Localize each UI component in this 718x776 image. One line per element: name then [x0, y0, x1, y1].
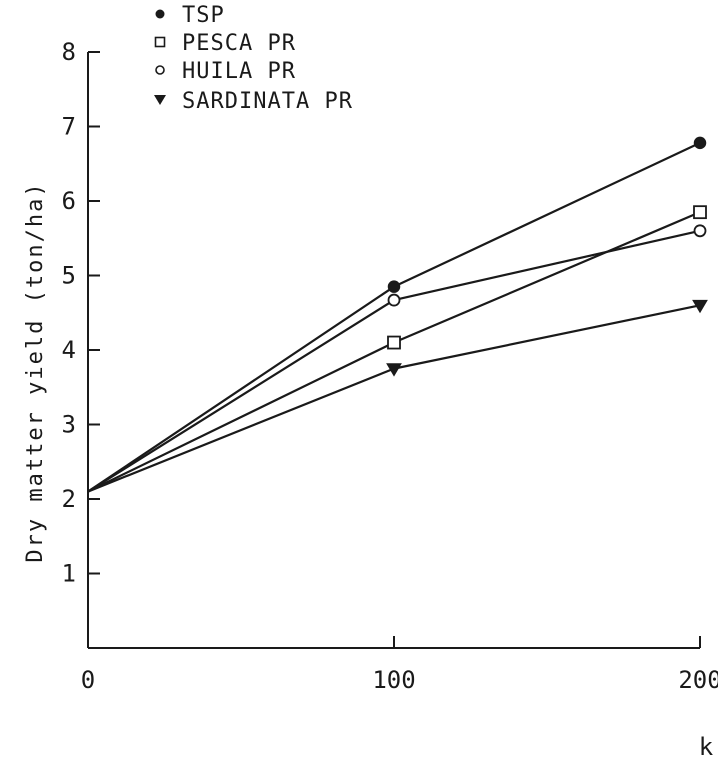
data-point: [692, 299, 708, 314]
series-markers: [386, 136, 708, 377]
series-line-1: [87, 211, 701, 493]
legend-marker: [155, 65, 165, 75]
y-axis-label: Dry matter yield (ton/ha): [23, 181, 48, 562]
y-tick-label: 2: [62, 485, 76, 513]
legend-item: PESCA PR: [154, 31, 296, 56]
legend-item: SARDINATA PR: [154, 89, 353, 114]
legend-marker: [154, 95, 166, 105]
x-tick-label: 200: [678, 666, 718, 694]
data-point: [387, 280, 401, 293]
y-ticks: 1 2 3 4 5 6 7 8: [62, 38, 100, 588]
legend-marker: [155, 9, 165, 19]
y-tick-label: 3: [62, 411, 76, 439]
legend-item: HUILA PR: [155, 59, 296, 84]
y-tick-label: 8: [62, 38, 76, 66]
series-line-3: [87, 304, 701, 493]
x-tick-label: 0: [81, 666, 95, 694]
data-point: [386, 363, 402, 377]
data-point: [387, 293, 401, 307]
data-point: [693, 224, 707, 238]
y-tick-label: 5: [62, 262, 76, 290]
legend-label: PESCA PR: [182, 31, 296, 56]
series-line-0: [87, 141, 701, 493]
y-tick-label: 7: [62, 113, 76, 141]
x-ticks: 0 100 200: [81, 636, 718, 694]
y-tick-label: 6: [62, 187, 76, 215]
legend-item: TSP: [155, 3, 225, 28]
data-point: [693, 136, 707, 150]
legend-label: HUILA PR: [182, 59, 296, 84]
axes: [87, 52, 700, 649]
series-lines: [87, 141, 701, 493]
x-tick-label: 100: [372, 666, 415, 694]
legend: TSP PESCA PR HUILA PR SARDINATA PR: [154, 3, 353, 114]
legend-label: SARDINATA PR: [182, 89, 353, 114]
y-tick-label: 1: [62, 560, 76, 588]
series-line-2: [87, 229, 701, 493]
legend-marker: [154, 36, 166, 48]
y-tick-label: 4: [62, 336, 76, 364]
data-point: [693, 205, 707, 220]
x-axis-label: k: [699, 733, 715, 761]
legend-label: TSP: [182, 3, 225, 28]
data-point: [387, 335, 401, 350]
